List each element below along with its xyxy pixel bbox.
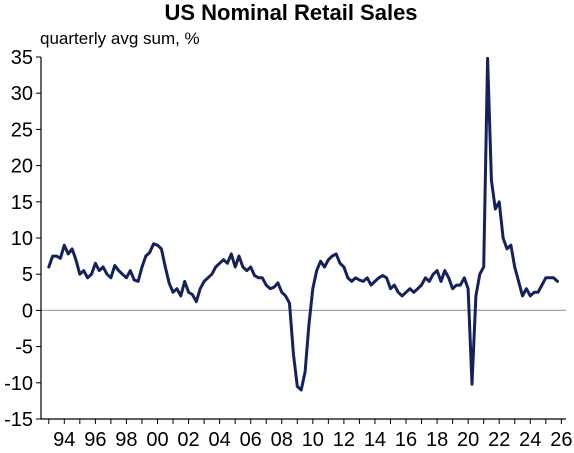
x-tick-label: 12 — [333, 429, 355, 451]
x-tick-label: 14 — [364, 429, 386, 451]
x-tick-label: 10 — [302, 429, 324, 451]
x-tick-label: 06 — [240, 429, 262, 451]
x-tick-label: 94 — [53, 429, 75, 451]
chart-title: US Nominal Retail Sales — [164, 0, 417, 25]
y-tick-label: -5 — [15, 337, 33, 359]
y-tick-label: 10 — [11, 228, 33, 250]
x-tick-label: 16 — [395, 429, 417, 451]
y-tick-label: 20 — [11, 156, 33, 178]
y-tick-label: -15 — [4, 409, 33, 431]
y-tick-label: 0 — [22, 300, 33, 322]
x-tick-label: 18 — [426, 429, 448, 451]
x-tick-label: 20 — [457, 429, 479, 451]
y-tick-label: 5 — [22, 264, 33, 286]
x-tick-label: 08 — [271, 429, 293, 451]
y-tick-label: 30 — [11, 83, 33, 105]
x-tick-label: 00 — [146, 429, 168, 451]
series-line — [47, 56, 559, 392]
x-tick-label: 26 — [550, 429, 572, 451]
x-tick-label: 02 — [177, 429, 199, 451]
chart-subtitle: quarterly avg sum, % — [40, 29, 200, 48]
x-tick-label: 98 — [115, 429, 137, 451]
x-tick-label: 96 — [84, 429, 106, 451]
y-tick-label: -10 — [4, 373, 33, 395]
x-tick-label: 24 — [519, 429, 541, 451]
y-tick-label: 15 — [11, 192, 33, 214]
x-tick-label: 04 — [208, 429, 230, 451]
y-tick-label: 25 — [11, 119, 33, 141]
plot-area: 35 30 25 20 15 10 5 0 -5 -10 -15 94 96 98 00 02 04 06 08 10… — [4, 47, 572, 451]
x-tick-label: 22 — [488, 429, 510, 451]
y-tick-label: 35 — [11, 47, 33, 69]
